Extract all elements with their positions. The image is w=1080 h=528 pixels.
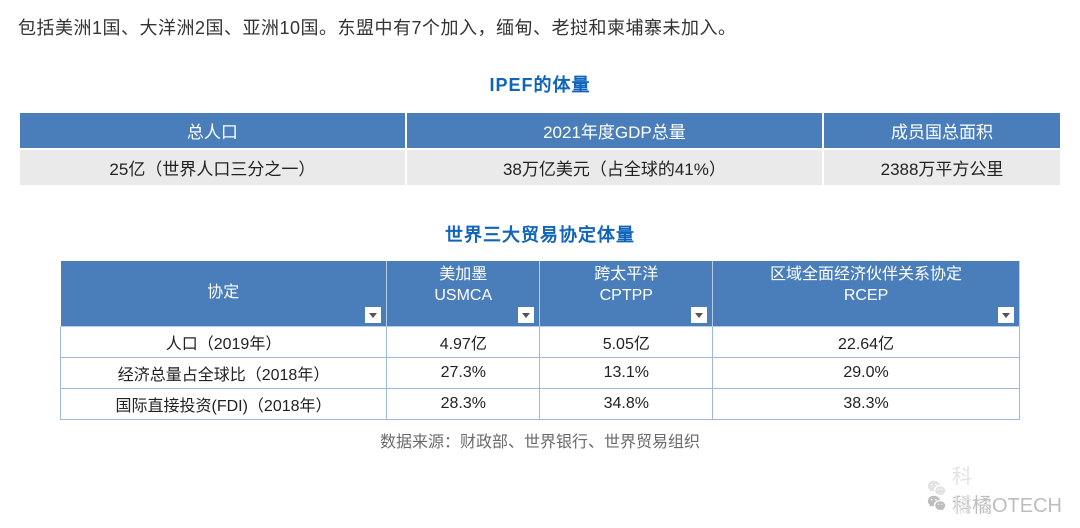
header-line1: 跨太平洋 — [594, 266, 658, 283]
section1-title: IPEF的体量 — [18, 71, 1062, 97]
cell-value: 38.3% — [713, 389, 1020, 420]
row-label: 国际直接投资(FDI)（2018年） — [61, 389, 387, 420]
source-row: 数据来源：财政部、世界银行、世界贸易组织 — [61, 420, 1020, 475]
col-header-gdp: 2021年度GDP总量 — [406, 112, 823, 149]
dropdown-icon[interactable] — [518, 307, 534, 323]
row-label: 经济总量占全球比（2018年） — [61, 358, 387, 389]
table-row: 25亿（世界人口三分之一） 38万亿美元（占全球的41%） 2388万平方公里 — [19, 149, 1061, 186]
watermark-ghost: 科橘 — [926, 460, 972, 518]
table-row: 人口（2019年） 4.97亿 5.05亿 22.64亿 — [61, 327, 1020, 358]
dropdown-icon[interactable] — [691, 307, 707, 323]
trade-agreements-table: 协定 美加墨 USMCA 跨太平洋 CPTPP 区域全面经济伙伴关系协定 RCE… — [60, 261, 1020, 475]
table-header-row: 协定 美加墨 USMCA 跨太平洋 CPTPP 区域全面经济伙伴关系协定 RCE… — [61, 261, 1020, 327]
header-line2: USMCA — [434, 287, 492, 304]
cell-value: 28.3% — [387, 389, 540, 420]
wechat-icon — [926, 478, 948, 500]
cell-value: 5.05亿 — [540, 327, 713, 358]
cell-gdp: 38万亿美元（占全球的41%） — [406, 149, 823, 186]
row-label: 人口（2019年） — [61, 327, 387, 358]
section2-title: 世界三大贸易协定体量 — [18, 221, 1062, 247]
cell-value: 22.64亿 — [713, 327, 1020, 358]
col-header-rcep: 区域全面经济伙伴关系协定 RCEP — [713, 261, 1020, 327]
col-header-agreement: 协定 — [61, 261, 387, 327]
cell-area: 2388万平方公里 — [823, 149, 1061, 186]
cell-value: 27.3% — [387, 358, 540, 389]
cell-value: 13.1% — [540, 358, 713, 389]
cell-value: 34.8% — [540, 389, 713, 420]
watermark-ghost-text: 科橘 — [952, 460, 972, 518]
watermark: 科橘 科橘OTECH — [926, 489, 1062, 518]
header-line2: CPTPP — [600, 287, 653, 304]
col-header-area: 成员国总面积 — [823, 112, 1061, 149]
dropdown-icon[interactable] — [998, 307, 1014, 323]
col-header-population: 总人口 — [19, 112, 406, 149]
cell-value: 4.97亿 — [387, 327, 540, 358]
cell-population: 25亿（世界人口三分之一） — [19, 149, 406, 186]
col-header-cptpp: 跨太平洋 CPTPP — [540, 261, 713, 327]
ipef-table: 总人口 2021年度GDP总量 成员国总面积 25亿（世界人口三分之一） 38万… — [18, 111, 1062, 187]
table-row: 经济总量占全球比（2018年） 27.3% 13.1% 29.0% — [61, 358, 1020, 389]
dropdown-icon[interactable] — [365, 307, 381, 323]
header-line1: 协定 — [207, 284, 239, 301]
source-text: 数据来源：财政部、世界银行、世界贸易组织 — [61, 420, 1020, 475]
header-line1: 区域全面经济伙伴关系协定 — [770, 266, 962, 283]
header-line1: 美加墨 — [439, 266, 487, 283]
intro-paragraph: 包括美洲1国、大洋洲2国、亚洲10国。东盟中有7个加入，缅甸、老挝和柬埔寨未加入… — [18, 14, 1062, 43]
cell-value: 29.0% — [713, 358, 1020, 389]
table-header-row: 总人口 2021年度GDP总量 成员国总面积 — [19, 112, 1061, 149]
header-line2: RCEP — [844, 287, 888, 304]
table-row: 国际直接投资(FDI)（2018年） 28.3% 34.8% 38.3% — [61, 389, 1020, 420]
col-header-usmca: 美加墨 USMCA — [387, 261, 540, 327]
